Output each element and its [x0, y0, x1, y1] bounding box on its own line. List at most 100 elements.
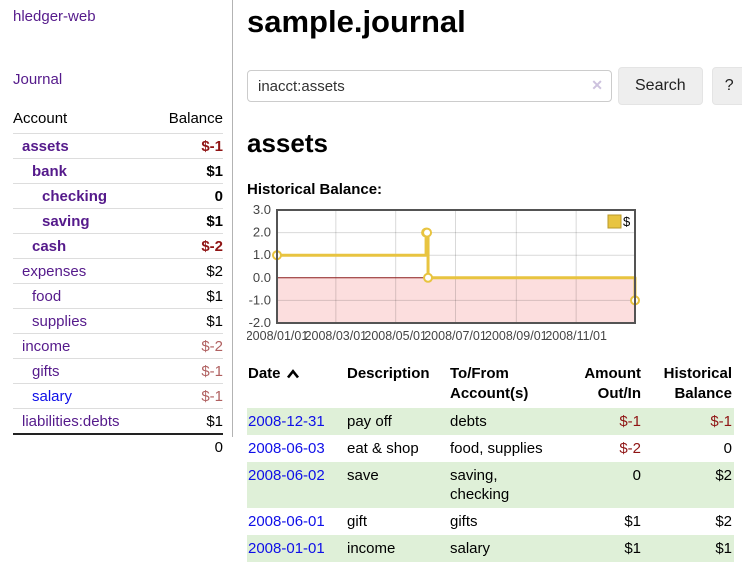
register-accounts: salary [449, 535, 559, 562]
y-axis-tick-label: 2.0 [253, 225, 271, 240]
account-link[interactable]: assets [22, 137, 69, 155]
account-link[interactable]: cash [32, 237, 67, 255]
x-axis-tick-label: 2008/01/01 [247, 329, 308, 343]
app-title-link[interactable]: hledger-web [13, 8, 96, 25]
register-header-date[interactable]: Date [247, 362, 346, 408]
account-link[interactable]: gifts [32, 362, 60, 380]
account-balance: $-2 [152, 233, 223, 259]
register-header-description: Description [347, 365, 430, 382]
register-balance: $2 [715, 513, 732, 530]
account-balance: $-1 [152, 358, 223, 384]
sidebar: hledger-web Journal Account Balance asse… [0, 0, 233, 459]
account-balance: $1 [152, 408, 223, 434]
y-axis-tick-label: 1.0 [253, 247, 271, 262]
search-form: ✕ Search ? [247, 67, 742, 105]
negative-region [277, 277, 635, 323]
register-balance: $1 [643, 535, 734, 562]
register-header-balance: Historical Balance [663, 365, 732, 402]
account-row: income $-2 [13, 333, 223, 359]
register-header-row: Date Description To/From Account(s) Amou… [247, 362, 734, 408]
account-name-cell: assets [13, 133, 153, 159]
accounts-total-row: 0 [13, 433, 223, 459]
account-balance: $1 [152, 283, 223, 309]
register-description: gift [347, 513, 368, 530]
account-name-cell: income [13, 333, 153, 359]
register-accounts: food, supplies [450, 440, 543, 457]
account-balance: $1 [152, 158, 223, 184]
account-row: liabilities:debts $1 [13, 408, 223, 434]
search-input[interactable] [247, 70, 612, 102]
register-balance: $-1 [643, 408, 734, 435]
help-button[interactable]: ? [711, 67, 742, 105]
x-axis-tick-label: 2008/05/01 [364, 329, 427, 343]
x-axis-tick-label: 2008/09/01 [485, 329, 548, 343]
account-balance: $1 [152, 308, 223, 334]
account-name-cell: cash [13, 233, 153, 259]
register-header-date-label: Date [248, 365, 281, 382]
main-content: sample.journal ✕ Search ? assets Histori… [247, 0, 742, 562]
accounts-header-account: Account [13, 110, 68, 127]
account-balance: $-1 [152, 383, 223, 409]
data-point-marker[interactable] [422, 227, 433, 238]
account-name-cell: salary [13, 383, 153, 409]
account-link[interactable]: expenses [22, 262, 87, 280]
register-amount: 0 [559, 462, 643, 508]
account-link[interactable]: food [32, 287, 62, 305]
register-date-link[interactable]: 2008-06-03 [248, 440, 325, 457]
account-balance: $-1 [152, 133, 223, 159]
account-row: supplies $1 [13, 308, 223, 334]
account-row: expenses $2 [13, 258, 223, 284]
register-accounts: saving, checking [449, 462, 559, 508]
account-row: bank $1 [13, 158, 223, 184]
register-accounts: gifts [450, 513, 478, 530]
account-link[interactable]: supplies [32, 312, 88, 330]
accounts-header-balance: Balance [168, 110, 223, 127]
register-header-accounts: To/From Account(s) [450, 365, 529, 402]
historical-balance-chart: $3.0 2.0 1.0 0.0 -1.0 -2.0 2008/01/01 2008/03/0… [247, 204, 737, 346]
y-axis-tick-label: -2.0 [249, 315, 271, 330]
legend-label: $ [623, 214, 631, 229]
register-description: pay off [346, 408, 449, 435]
x-axis-tick-label: 2008/03/01 [305, 329, 368, 343]
account-link[interactable]: income [22, 337, 71, 355]
register-date-link[interactable]: 2008-06-01 [248, 513, 325, 530]
account-row: food $1 [13, 283, 223, 309]
register-amount: $1 [624, 513, 641, 530]
account-name-cell: bank [13, 158, 153, 184]
account-row: assets $-1 [13, 133, 223, 159]
table-row: 2008-12-31 pay off debts $-1 $-1 [247, 408, 734, 435]
register-description: eat & shop [347, 440, 419, 457]
accounts-total-balance: 0 [152, 433, 223, 459]
clear-search-icon[interactable]: ✕ [591, 77, 603, 93]
account-row: salary $-1 [13, 383, 223, 409]
accounts-table: Account Balance assets $-1 bank $1 checking 0… [13, 108, 223, 459]
table-row: 2008-06-03 eat & shop food, supplies $-2 0 [247, 435, 734, 462]
account-link[interactable]: saving [42, 212, 90, 230]
x-axis-tick-label: 2008/11/01 [545, 329, 607, 343]
account-link[interactable]: checking [42, 187, 108, 205]
account-link[interactable]: liabilities:debts [22, 412, 120, 430]
account-balance: $-2 [152, 333, 223, 359]
account-name-cell: liabilities:debts [13, 408, 153, 434]
sidebar-item-journal[interactable]: Journal [13, 71, 63, 88]
chart-frame [276, 209, 636, 324]
register-date-link[interactable]: 2008-01-01 [247, 535, 346, 562]
account-link[interactable]: salary [32, 387, 73, 405]
account-name-cell: checking [13, 183, 153, 209]
account-name-cell: supplies [13, 308, 153, 334]
account-name-cell: expenses [13, 258, 153, 284]
search-button[interactable]: Search [618, 67, 703, 105]
data-point-marker[interactable] [423, 272, 434, 283]
account-heading: assets [247, 128, 328, 158]
sort-ascending-icon [286, 369, 299, 379]
register-amount: $-1 [559, 408, 643, 435]
account-link[interactable]: bank [32, 162, 68, 180]
register-table: Date Description To/From Account(s) Amou… [247, 362, 734, 562]
x-axis-tick-label: 2008/07/01 [424, 329, 487, 343]
register-balance: $2 [643, 462, 734, 508]
accounts-total-spacer [13, 433, 153, 459]
register-date-link[interactable]: 2008-06-02 [247, 462, 346, 508]
register-header-amount: Amount Out/In [584, 365, 641, 402]
register-amount: $-2 [619, 440, 641, 457]
register-date-link[interactable]: 2008-12-31 [247, 408, 346, 435]
